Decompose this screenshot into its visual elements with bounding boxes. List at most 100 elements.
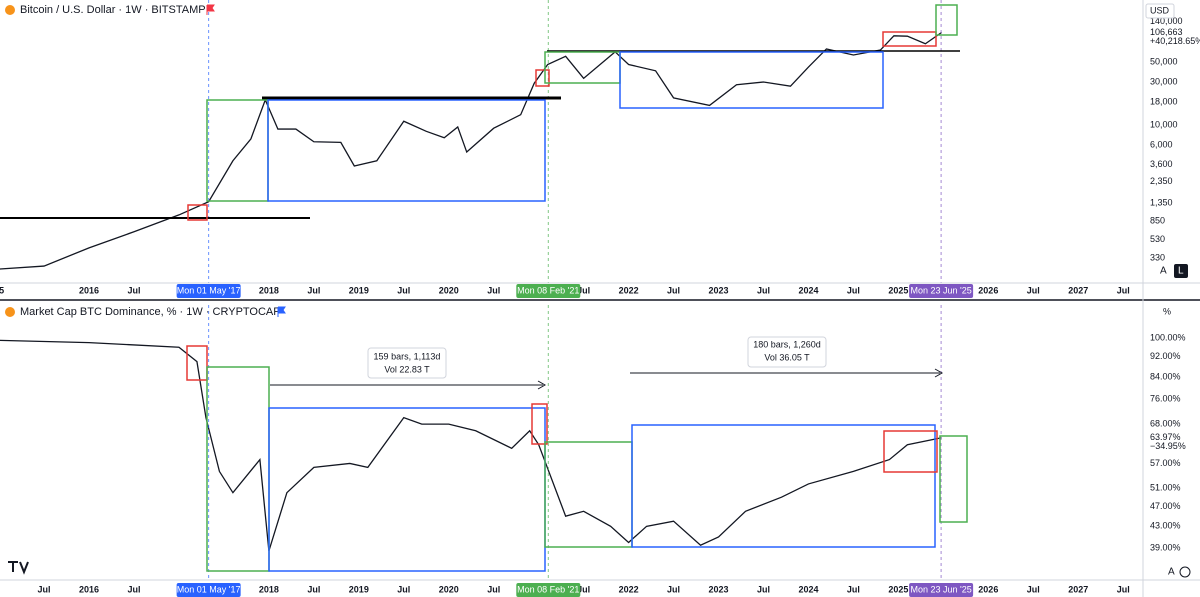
unit-box[interactable] [1145, 3, 1175, 19]
x-tick-label: Jul [1027, 584, 1040, 594]
symbol-icon [5, 5, 15, 15]
x-tick-label: 2027 [1068, 285, 1088, 295]
x-tick-label: 2023 [709, 285, 729, 295]
flag-icon [206, 4, 215, 15]
box [619, 51, 884, 109]
box [935, 4, 958, 36]
y-tick-label: 76.00% [1150, 394, 1181, 404]
x-tick-label: Jul [577, 584, 590, 594]
flag-icon [277, 306, 286, 317]
date-label-bg [516, 583, 581, 597]
x-tick-label: 2022 [619, 285, 639, 295]
y-tick-label: 84.00% [1150, 371, 1181, 381]
x-tick-label: Jul [397, 584, 410, 594]
drawings-bottom: 159 bars, 1,113d Vol 22.83 T 180 bars, 1… [186, 336, 968, 572]
y-tick-label: 92.00% [1150, 351, 1181, 361]
price-line [0, 31, 942, 270]
date-label: Mon 23 Jun '25 [910, 285, 971, 295]
x-tick-label: 2025 [888, 584, 908, 594]
drawings-top [0, 4, 960, 221]
x-tick-label: 2024 [798, 584, 818, 594]
arrow-head [537, 380, 547, 390]
x-tick-label: Jul [667, 285, 680, 295]
y-unit[interactable]: USD [1150, 5, 1170, 15]
x-tick-label: Jul [1117, 285, 1130, 295]
y-tick-label: 47.00% [1150, 501, 1181, 511]
x-tick-label: Jul [757, 285, 770, 295]
scale-button-bg[interactable] [1174, 264, 1188, 278]
y-tick-label: 43.00% [1150, 521, 1181, 531]
y-tick-label: 1,350 [1150, 198, 1173, 208]
chart-title: Market Cap BTC Dominance, % · 1W · CRYPT… [20, 306, 281, 318]
x-tick-label: Jul [307, 584, 320, 594]
box [186, 345, 208, 381]
date-label: Mon 08 Feb '21 [517, 584, 579, 594]
chart-title: Bitcoin / U.S. Dollar · 1W · BITSTAMP [20, 4, 206, 16]
change-label: +40,218.65% [1150, 36, 1200, 46]
x-tick-label: 2016 [79, 584, 99, 594]
x-tick-label: Jul [127, 285, 140, 295]
measure-label: 180 bars, 1,260d [753, 339, 821, 349]
x-tick-label: Jul [847, 584, 860, 594]
date-label-bg [176, 583, 241, 597]
x-tick-label: Jul [487, 285, 500, 295]
date-label: Mon 23 Jun '25 [910, 584, 971, 594]
x-tick-label: 2019 [349, 285, 369, 295]
x-tick-label: 2026 [978, 584, 998, 594]
y-unit[interactable]: % [1163, 306, 1171, 316]
x-tick-label: Jul [38, 584, 51, 594]
symbol-icon [5, 307, 15, 317]
y-tick-label: 10,000 [1150, 119, 1178, 129]
box [939, 435, 968, 523]
settings-icon[interactable] [1179, 566, 1191, 578]
date-label-bg [516, 284, 581, 298]
price-label-bg [1144, 26, 1200, 49]
x-tick-label: 2023 [709, 584, 729, 594]
x-tick-label: Jul [757, 584, 770, 594]
x-tick-label: Jul [847, 285, 860, 295]
x-tick-label: 15 [0, 285, 4, 295]
change-label: −34.95% [1150, 441, 1186, 451]
x-tick-label: Jul [397, 285, 410, 295]
x-tick-label: 2025 [888, 285, 908, 295]
x-tick-label: Jul [1027, 285, 1040, 295]
y-tick-label: 2,350 [1150, 176, 1173, 186]
price-label-bg [1144, 431, 1200, 454]
x-tick-label: Jul [667, 584, 680, 594]
date-label: Mon 01 May '17 [177, 584, 241, 594]
x-tick-label: 2026 [978, 285, 998, 295]
y-tick-label: 100.00% [1150, 332, 1186, 342]
x-tick-label: Jul [307, 285, 320, 295]
y-tick-label: 30,000 [1150, 76, 1178, 86]
y-tick-label: 50,000 [1150, 56, 1178, 66]
box [531, 403, 548, 445]
measure-label: Vol 36.05 T [764, 352, 810, 362]
scale-button[interactable]: A [1160, 266, 1167, 277]
measure-label: Vol 22.83 T [384, 364, 430, 374]
y-tick-label: 57.00% [1150, 458, 1181, 468]
x-tick-label: Jul [1117, 584, 1130, 594]
scale-button[interactable]: A [1168, 567, 1175, 578]
date-label-bg [909, 284, 974, 298]
x-tick-label: 2016 [79, 285, 99, 295]
date-label: Mon 01 May '17 [177, 285, 241, 295]
price-line [0, 339, 942, 552]
x-tick-label: Jul [577, 285, 590, 295]
box [883, 430, 938, 473]
y-tick-label: 330 [1150, 253, 1165, 263]
price-label: 106,663 [1150, 27, 1183, 37]
scale-button[interactable]: L [1178, 266, 1184, 277]
y-tick-label: 18,000 [1150, 96, 1178, 106]
box [267, 99, 546, 202]
x-tick-label: 2027 [1068, 584, 1088, 594]
box [535, 69, 550, 87]
box [882, 31, 937, 47]
date-label-bg [909, 583, 974, 597]
measure-label-box [747, 336, 827, 368]
x-tick-label: 2024 [798, 285, 818, 295]
x-tick-label: 2020 [439, 584, 459, 594]
measure-label: 159 bars, 1,113d [374, 351, 441, 361]
y-tick-label: 39.00% [1150, 542, 1181, 552]
